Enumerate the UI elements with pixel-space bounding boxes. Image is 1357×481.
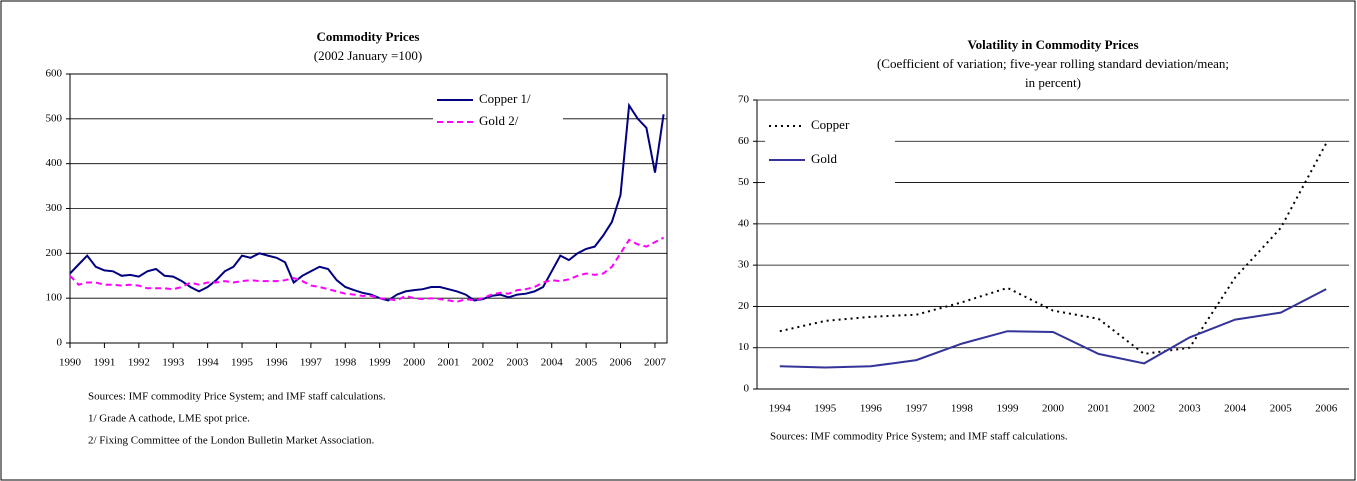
- x-tick-label: 1994: [197, 357, 220, 369]
- x-tick-label: 1992: [128, 357, 150, 369]
- x-tick-label: 1995: [231, 357, 254, 369]
- series-line: [69, 236, 665, 303]
- x-tick-label: 1999: [369, 357, 392, 369]
- x-tick-label: 2003: [506, 357, 529, 369]
- x-tick-label: 1998: [334, 357, 357, 369]
- y-tick-label: 0: [57, 337, 63, 349]
- x-tick-label: 2000: [403, 357, 426, 369]
- x-tick-label: 2003: [1179, 403, 1202, 415]
- y-tick-label: 20: [738, 300, 750, 312]
- x-tick-label: 2000: [1042, 403, 1065, 415]
- y-tick-label: 500: [46, 112, 63, 124]
- plot-border: [69, 73, 668, 344]
- note: Sources: IMF commodity Price System; and…: [88, 391, 386, 403]
- x-tick-label: 1994: [769, 403, 792, 415]
- y-tick-label: 30: [738, 259, 750, 271]
- series-line: [779, 142, 1328, 355]
- chart-title: Commodity Prices: [317, 29, 420, 44]
- x-tick-label: 1990: [59, 357, 82, 369]
- x-tick-label: 2005: [575, 357, 598, 369]
- y-tick-label: 50: [738, 176, 750, 188]
- y-tick-label: 60: [738, 135, 750, 147]
- x-tick-label: 1995: [814, 403, 837, 415]
- x-tick-label: 2001: [1088, 403, 1110, 415]
- x-tick-label: 1997: [905, 403, 928, 415]
- x-tick-label: 1996: [265, 357, 288, 369]
- y-tick-label: 100: [46, 292, 63, 304]
- x-tick-label: 2007: [644, 357, 667, 369]
- note: 1/ Grade A cathode, LME spot price.: [88, 413, 250, 425]
- x-tick-label: 1998: [951, 403, 974, 415]
- y-tick-label: 300: [46, 202, 63, 214]
- x-tick-label: 2006: [1315, 403, 1338, 415]
- legend-box: [765, 114, 895, 186]
- series-line: [779, 288, 1327, 369]
- y-tick-label: 400: [46, 157, 63, 169]
- chart-subtitle: in percent): [1025, 75, 1081, 90]
- y-tick-label: 600: [46, 68, 63, 80]
- x-tick-label: 1997: [300, 357, 323, 369]
- x-tick-label: 2005: [1270, 403, 1293, 415]
- y-tick-label: 200: [46, 247, 63, 259]
- y-tick-label: 10: [738, 341, 750, 353]
- y-tick-label: 40: [738, 217, 750, 229]
- legend-box: [433, 88, 563, 136]
- x-tick-label: 2001: [438, 357, 460, 369]
- series-line: [69, 102, 665, 302]
- legend-label: Gold 2/: [479, 113, 519, 128]
- chart-title: Volatility in Commodity Prices: [967, 37, 1138, 52]
- x-tick-label: 1999: [996, 403, 1019, 415]
- x-tick-label: 2002: [472, 357, 494, 369]
- y-tick-label: 70: [738, 94, 750, 106]
- x-tick-label: 1993: [162, 357, 185, 369]
- legend-label: Copper: [811, 117, 850, 132]
- chart-subtitle: (Coefficient of variation; five-year rol…: [877, 56, 1229, 71]
- legend-label: Copper 1/: [479, 91, 531, 106]
- x-tick-label: 2006: [610, 357, 633, 369]
- x-tick-label: 2004: [541, 357, 564, 369]
- x-tick-label: 2002: [1133, 403, 1155, 415]
- note: Sources: IMF commodity Price System; and…: [770, 431, 1068, 443]
- legend-label: Gold: [811, 151, 838, 166]
- x-tick-label: 1991: [93, 357, 115, 369]
- note: 2/ Fixing Committee of the London Bullet…: [88, 435, 375, 447]
- chart-subtitle: (2002 January =100): [314, 48, 422, 63]
- x-tick-label: 1996: [860, 403, 883, 415]
- y-tick-label: 0: [744, 383, 750, 395]
- x-tick-label: 2004: [1224, 403, 1247, 415]
